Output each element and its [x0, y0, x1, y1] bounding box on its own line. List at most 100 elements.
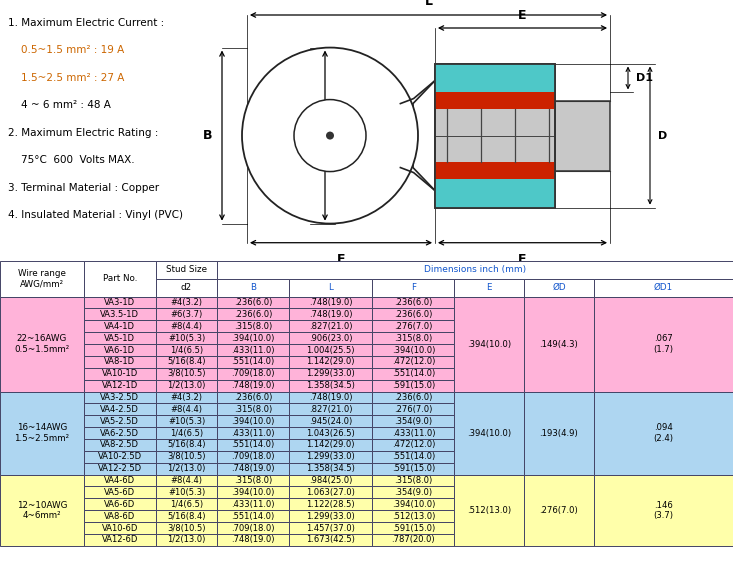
Bar	[289, 391, 372, 403]
Text: #8(4.4): #8(4.4)	[171, 476, 202, 485]
Text: 1.043(26.5): 1.043(26.5)	[306, 429, 355, 438]
Bar	[372, 510, 454, 522]
Text: .551(14.0): .551(14.0)	[391, 369, 435, 378]
Text: E: E	[487, 283, 492, 292]
Text: 1. Maximum Electric Current :: 1. Maximum Electric Current :	[8, 18, 164, 28]
Text: #8(4.4): #8(4.4)	[171, 322, 202, 331]
Text: B: B	[202, 129, 212, 142]
Text: 0.5~1.5 mm² : 19 A: 0.5~1.5 mm² : 19 A	[8, 45, 125, 56]
Bar	[217, 415, 289, 427]
Text: .472(12.0): .472(12.0)	[391, 358, 435, 366]
Text: .551(14.0): .551(14.0)	[391, 452, 435, 461]
Bar	[372, 297, 454, 308]
Text: VA4-2.5D: VA4-2.5D	[100, 405, 139, 414]
Text: 1/2(13.0): 1/2(13.0)	[167, 535, 206, 544]
Text: #8(4.4): #8(4.4)	[171, 405, 202, 414]
Text: .236(6.0): .236(6.0)	[394, 393, 432, 402]
Text: .315(8.0): .315(8.0)	[234, 405, 272, 414]
Text: VA5-6D: VA5-6D	[104, 488, 136, 497]
Bar	[84, 380, 156, 391]
Bar	[372, 439, 454, 451]
Bar	[156, 534, 217, 546]
Text: F: F	[411, 283, 416, 292]
Text: .094
(2.4): .094 (2.4)	[653, 423, 674, 443]
Text: 1.358(34.5): 1.358(34.5)	[306, 381, 355, 390]
Bar	[156, 486, 217, 499]
Text: .748(19.0): .748(19.0)	[231, 381, 275, 390]
Bar	[594, 297, 733, 391]
Text: .236(6.0): .236(6.0)	[234, 393, 272, 402]
Bar	[0, 297, 84, 391]
Bar	[289, 510, 372, 522]
Text: .236(6.0): .236(6.0)	[394, 298, 432, 307]
Text: 3/8(10.5): 3/8(10.5)	[167, 452, 206, 461]
Bar	[289, 522, 372, 534]
Text: VA10-6D: VA10-6D	[102, 524, 138, 532]
Bar	[84, 415, 156, 427]
Bar	[217, 510, 289, 522]
Bar	[524, 278, 594, 297]
Bar	[372, 356, 454, 368]
Bar	[84, 332, 156, 344]
Bar	[217, 486, 289, 499]
Bar	[84, 297, 156, 308]
Text: .551(14.0): .551(14.0)	[231, 358, 275, 366]
Text: 4 ~ 6 mm² : 48 A: 4 ~ 6 mm² : 48 A	[8, 100, 111, 111]
Bar	[524, 474, 594, 546]
Text: VA10-2.5D: VA10-2.5D	[97, 452, 142, 461]
Text: D: D	[658, 131, 667, 140]
Text: .591(15.0): .591(15.0)	[391, 524, 435, 532]
Text: VA4-1D: VA4-1D	[104, 322, 136, 331]
Text: .236(6.0): .236(6.0)	[394, 310, 432, 319]
Text: 3/8(10.5): 3/8(10.5)	[167, 524, 206, 532]
Bar	[0, 261, 84, 297]
Bar	[84, 463, 156, 474]
Bar	[156, 474, 217, 486]
Bar	[217, 439, 289, 451]
Bar	[372, 320, 454, 332]
Bar	[217, 297, 289, 308]
Bar	[84, 344, 156, 356]
Bar	[372, 278, 454, 297]
Bar	[84, 261, 156, 297]
Text: .394(10.0): .394(10.0)	[467, 340, 512, 348]
Bar	[84, 391, 156, 403]
Bar	[454, 391, 524, 474]
Bar	[372, 344, 454, 356]
Bar	[372, 380, 454, 391]
Bar	[0, 391, 84, 474]
Bar	[372, 391, 454, 403]
Bar	[156, 344, 217, 356]
Text: 1/2(13.0): 1/2(13.0)	[167, 464, 206, 473]
Text: 1/4(6.5): 1/4(6.5)	[170, 429, 203, 438]
Text: .276(7.0): .276(7.0)	[539, 506, 578, 515]
Bar	[289, 297, 372, 308]
Text: #4(3.2): #4(3.2)	[171, 298, 202, 307]
Text: 1.299(33.0): 1.299(33.0)	[306, 369, 355, 378]
Text: #4(3.2): #4(3.2)	[171, 393, 202, 402]
Bar	[84, 368, 156, 380]
Bar	[435, 64, 555, 207]
Bar	[372, 534, 454, 546]
Bar	[289, 356, 372, 368]
Text: .748(19.0): .748(19.0)	[309, 393, 353, 402]
Text: .748(19.0): .748(19.0)	[231, 535, 275, 544]
Text: .827(21.0): .827(21.0)	[309, 405, 353, 414]
Text: .276(7.0): .276(7.0)	[394, 322, 432, 331]
Text: 1.142(29.0): 1.142(29.0)	[306, 441, 355, 449]
Bar	[289, 534, 372, 546]
Circle shape	[326, 132, 334, 140]
Text: .709(18.0): .709(18.0)	[231, 524, 275, 532]
Bar	[156, 403, 217, 415]
Text: VA6-1D: VA6-1D	[104, 346, 136, 355]
Text: .748(19.0): .748(19.0)	[309, 310, 353, 319]
Polygon shape	[413, 81, 435, 191]
Bar	[289, 380, 372, 391]
Bar	[289, 332, 372, 344]
Bar	[84, 308, 156, 320]
Text: VA12-1D: VA12-1D	[102, 381, 138, 390]
Bar	[524, 297, 594, 391]
Bar	[289, 474, 372, 486]
Bar	[372, 486, 454, 499]
Text: .433(11.0): .433(11.0)	[391, 429, 435, 438]
